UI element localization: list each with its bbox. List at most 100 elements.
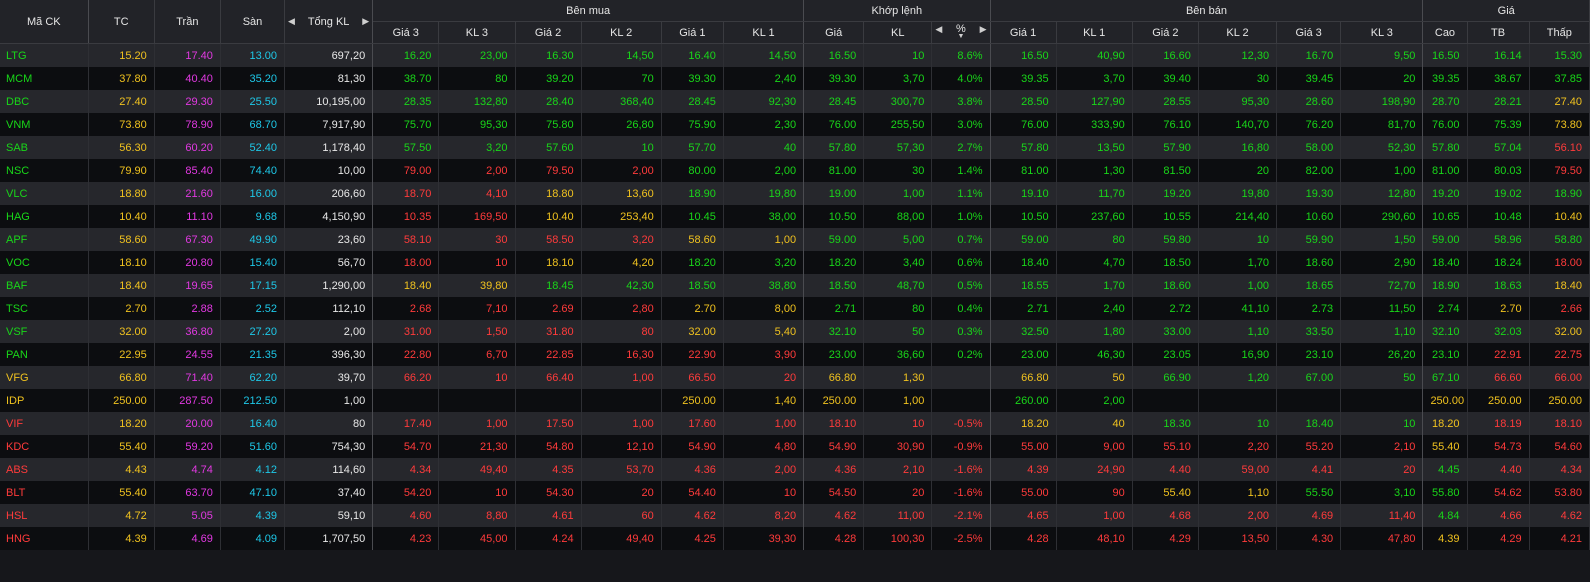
header-high[interactable]: Cao	[1422, 21, 1468, 44]
header-symbol[interactable]: Mã CK	[0, 0, 89, 44]
cell-ask-vol-2: 10	[1198, 228, 1278, 251]
cell-symbol[interactable]: VNM	[0, 113, 89, 136]
cell-ask-vol-3: 1,00	[1340, 159, 1424, 182]
cell-symbol[interactable]: LTG	[0, 43, 89, 67]
cell-symbol[interactable]: VIF	[0, 412, 89, 435]
header-total-volume[interactable]: ◀ Tổng KL ▶	[284, 0, 374, 44]
cell-symbol[interactable]: ABS	[0, 458, 89, 481]
table-row[interactable]: VFG 66.80 71.40 62.20 39,70 66.20 10 66.40 1,00 6…	[0, 366, 1590, 389]
header-reference[interactable]: TC	[88, 0, 155, 44]
cell-symbol[interactable]: HNG	[0, 527, 89, 550]
table-row[interactable]: VSF 32.00 36.80 27.20 2,00 31.00 1,50 31.80 80 32…	[0, 320, 1590, 343]
table-row[interactable]: HNG 4.39 4.69 4.09 1,707,50 4.23 45,00 4.24 49,4…	[0, 527, 1590, 550]
sort-down-icon[interactable]: ▼	[957, 33, 965, 40]
cell-total-volume: 697,20	[284, 43, 374, 67]
table-row[interactable]: LTG 15.20 17.40 13.00 697,20 16.20 23,00 16.30 1…	[0, 43, 1590, 67]
cell-low: 37.85	[1529, 67, 1590, 90]
table-row[interactable]: SAB 56.30 60.20 52.40 1,178,40 57.50 3,20 57.60…	[0, 136, 1590, 159]
cell-symbol[interactable]: BLT	[0, 481, 89, 504]
cell-match-vol: 300,70	[863, 90, 933, 113]
header-bid-vol-3[interactable]: KL 3	[438, 21, 516, 44]
cell-ask-price-1: 19.10	[990, 182, 1057, 205]
table-row[interactable]: HSL 4.72 5.05 4.39 59,10 4.60 8,80 4.61 60 4.62 8,…	[0, 504, 1590, 527]
cell-symbol[interactable]: VFG	[0, 366, 89, 389]
cell-ask-vol-3: 10	[1340, 412, 1424, 435]
table-row[interactable]: HAG 10.40 11.10 9.68 4,150,90 10.35 169,50 10.4…	[0, 205, 1590, 228]
caret-right-icon[interactable]: ▶	[979, 24, 987, 34]
cell-symbol[interactable]: SAB	[0, 136, 89, 159]
cell-ceiling: 63.70	[154, 481, 221, 504]
header-ask-price-2[interactable]: Giá 2	[1132, 21, 1199, 44]
header-match-price[interactable]: Giá	[803, 21, 865, 44]
header-low[interactable]: Thấp	[1529, 21, 1590, 44]
cell-symbol[interactable]: HSL	[0, 504, 89, 527]
cell-floor: 27.20	[220, 320, 286, 343]
header-bid-vol-1[interactable]: KL 1	[723, 21, 805, 44]
caret-left-icon[interactable]: ◀	[935, 24, 943, 34]
cell-bid-price-1: 28.45	[661, 90, 724, 113]
cell-symbol[interactable]: KDC	[0, 435, 89, 458]
cell-average: 18.63	[1467, 274, 1530, 297]
header-change-pct[interactable]: ◀% ▼ ▶	[931, 21, 991, 44]
header-average[interactable]: TB	[1467, 21, 1530, 44]
cell-bid-price-2: 18.45	[515, 274, 582, 297]
table-row[interactable]: DBC 27.40 29.30 25.50 10,195,00 28.35 132,80 28…	[0, 90, 1590, 113]
cell-symbol[interactable]: VLC	[0, 182, 89, 205]
table-row[interactable]: VLC 18.80 21.60 16.00 206,60 18.70 4,10 18.80 13…	[0, 182, 1590, 205]
table-row[interactable]: IDP 250.00 287.50 212.50 1,00 250.00 1,40 250.0…	[0, 389, 1590, 412]
header-ceiling[interactable]: Trần	[154, 0, 221, 44]
cell-bid-price-2: 4.24	[515, 527, 582, 550]
cell-symbol[interactable]: NSC	[0, 159, 89, 182]
table-row[interactable]: KDC 55.40 59.20 51.60 754,30 54.70 21,30 54.80 1…	[0, 435, 1590, 458]
cell-match-price: 4.28	[803, 527, 865, 550]
cell-reference: 15.20	[88, 43, 155, 67]
cell-bid-vol-3: 39,80	[438, 274, 516, 297]
cell-high: 18.20	[1422, 412, 1468, 435]
cell-symbol[interactable]: DBC	[0, 90, 89, 113]
header-ask-vol-2[interactable]: KL 2	[1198, 21, 1278, 44]
table-row[interactable]: BAF 18.40 19.65 17.15 1,290,00 18.40 39,80 18.4…	[0, 274, 1590, 297]
table-row[interactable]: ABS 4.43 4.74 4.12 114,60 4.34 49,40 4.35 53,70 4…	[0, 458, 1590, 481]
cell-ceiling: 2.88	[154, 297, 221, 320]
cell-symbol[interactable]: IDP	[0, 389, 89, 412]
cell-bid-price-2: 17.50	[515, 412, 582, 435]
cell-bid-price-1: 58.60	[661, 228, 724, 251]
cell-symbol[interactable]: BAF	[0, 274, 89, 297]
cell-symbol[interactable]: MCM	[0, 67, 89, 90]
header-bid-price-2[interactable]: Giá 2	[515, 21, 582, 44]
header-ask-price-3[interactable]: Giá 3	[1276, 21, 1342, 44]
table-row[interactable]: MCM 37.80 40.40 35.20 81,30 38.70 80 39.20 70 39.…	[0, 67, 1590, 90]
table-row[interactable]: APF 58.60 67.30 49.90 23,60 58.10 30 58.50 3,20 5…	[0, 228, 1590, 251]
header-ask-vol-3[interactable]: KL 3	[1340, 21, 1424, 44]
cell-symbol[interactable]: APF	[0, 228, 89, 251]
table-row[interactable]: TSC 2.70 2.88 2.52 112,10 2.68 7,10 2.69 2,80 2.7…	[0, 297, 1590, 320]
header-floor[interactable]: Sàn	[220, 0, 286, 44]
cell-total-volume: 112,10	[284, 297, 374, 320]
caret-right-icon[interactable]: ▶	[362, 15, 370, 26]
caret-left-icon[interactable]: ◀	[288, 15, 295, 26]
cell-match-vol: 57,30	[863, 136, 933, 159]
header-match-vol[interactable]: KL	[863, 21, 933, 44]
header-ask-vol-1[interactable]: KL 1	[1056, 21, 1133, 44]
cell-ask-vol-3: 1,50	[1340, 228, 1424, 251]
table-row[interactable]: NSC 79.90 85.40 74.40 10,00 79.00 2,00 79.50 2,0…	[0, 159, 1590, 182]
table-row[interactable]: VOC 18.10 20.80 15.40 56,70 18.00 10 18.10 4,20 1…	[0, 251, 1590, 274]
table-row[interactable]: VIF 18.20 20.00 16.40 80 17.40 1,00 17.50 1,00 17…	[0, 412, 1590, 435]
header-bid-price-3[interactable]: Giá 3	[372, 21, 440, 44]
cell-symbol[interactable]: TSC	[0, 297, 89, 320]
table-row[interactable]: BLT 55.40 63.70 47.10 37,40 54.20 10 54.30 20 54.…	[0, 481, 1590, 504]
cell-ask-vol-3: 1,10	[1340, 320, 1424, 343]
cell-symbol[interactable]: HAG	[0, 205, 89, 228]
cell-symbol[interactable]: VSF	[0, 320, 89, 343]
table-row[interactable]: VNM 73.80 78.90 68.70 7,917,90 75.70 95,30 75.8…	[0, 113, 1590, 136]
cell-floor: 13.00	[220, 43, 286, 67]
cell-high: 4.39	[1422, 527, 1468, 550]
cell-symbol[interactable]: VOC	[0, 251, 89, 274]
header-bid-price-1[interactable]: Giá 1	[661, 21, 724, 44]
header-bid-vol-2[interactable]: KL 2	[581, 21, 662, 44]
cell-ask-price-1: 81.00	[990, 159, 1057, 182]
table-row[interactable]: PAN 22.95 24.55 21.35 396,30 22.80 6,70 22.85 16…	[0, 343, 1590, 366]
header-ask-price-1[interactable]: Giá 1	[990, 21, 1057, 44]
cell-bid-vol-3	[438, 389, 516, 412]
cell-symbol[interactable]: PAN	[0, 343, 89, 366]
